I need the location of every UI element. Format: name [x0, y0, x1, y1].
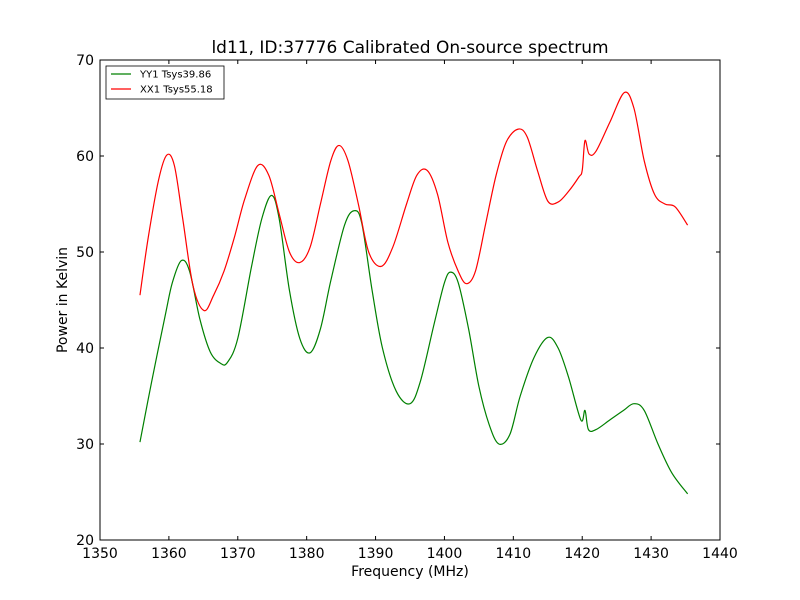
y-axis-label: Power in Kelvin [55, 247, 71, 353]
chart-title: ld11, ID:37776 Calibrated On-source spec… [211, 38, 608, 58]
legend-label-xx1: XX1 Tsys55.18 [140, 85, 213, 96]
y-axis: 20 30 40 50 60 70 [76, 53, 720, 549]
plot-frame [99, 59, 721, 541]
x-tick-label: 1430 [633, 546, 669, 562]
y-tick-label: 50 [76, 245, 94, 261]
y-tick-label: 40 [76, 341, 94, 357]
x-tick-label: 1420 [564, 546, 600, 562]
x-tick-label: 1370 [220, 546, 256, 562]
x-tick-label: 1440 [702, 546, 738, 562]
legend-box [105, 65, 225, 100]
legend-label-yy1: YY1 Tsys39.86 [139, 70, 211, 81]
legend: YY1 Tsys39.86 XX1 Tsys55.18 [105, 65, 225, 100]
series-layer [139, 91, 689, 495]
x-tick-label: 1390 [358, 546, 394, 562]
x-tick-label: 1410 [496, 546, 532, 562]
y-tick-label: 70 [76, 53, 94, 69]
x-tick-label: 1400 [427, 546, 463, 562]
y-tick-label: 20 [76, 533, 94, 549]
x-axis-label: Frequency (MHz) [351, 564, 469, 580]
series-line-yy1 [139, 194, 689, 495]
series-line-xx1 [139, 91, 689, 312]
x-tick-label: 1350 [82, 546, 118, 562]
x-axis: 1350 1360 1370 1380 1390 1400 1410 1420 1430 1440 [82, 60, 738, 562]
y-tick-label: 30 [76, 437, 94, 453]
x-tick-label: 1360 [151, 546, 187, 562]
y-tick-label: 60 [76, 149, 94, 165]
x-tick-label: 1380 [289, 546, 325, 562]
